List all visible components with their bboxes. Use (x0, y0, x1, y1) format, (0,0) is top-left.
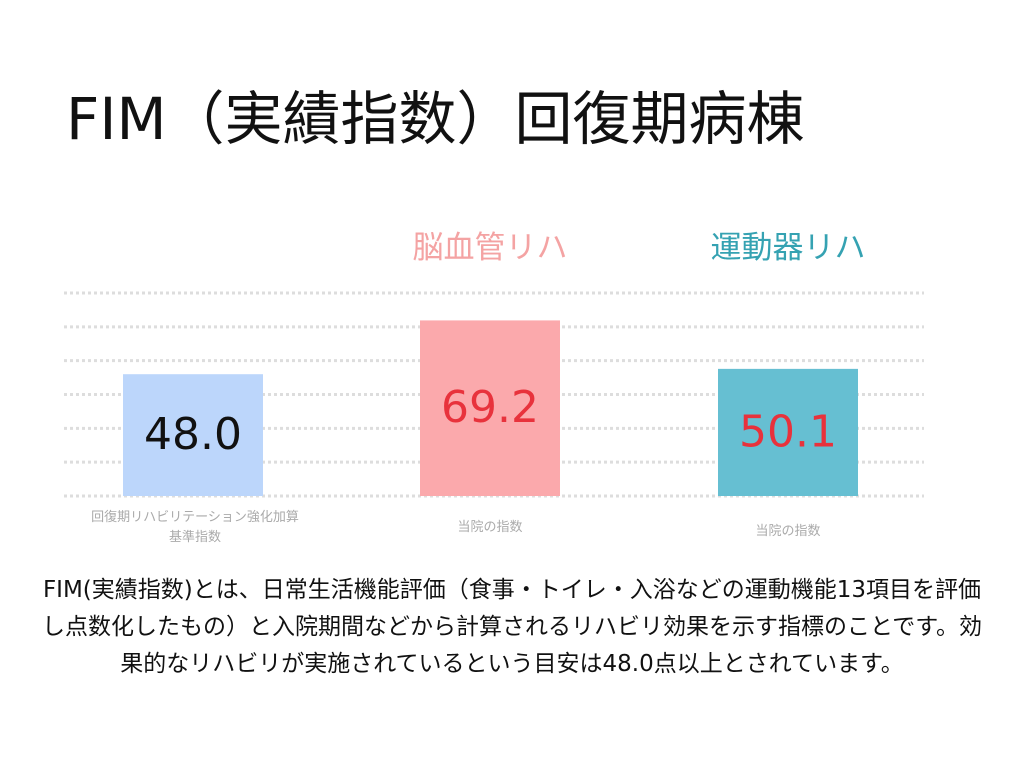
category-label-hospital-1: 当院の指数 (457, 520, 523, 535)
bar-value-label-2: 50.1 (739, 406, 837, 457)
series-label-cerebrovascular: 脳血管リハ (412, 230, 568, 266)
bar-value-label-1: 69.2 (441, 382, 539, 433)
category-label-hospital-2: 当院の指数 (755, 524, 821, 539)
description-text: FIM(実績指数)とは、日常生活機能評価（食事・トイレ・入浴などの運動機能13項… (41, 577, 982, 677)
bar-value-label-0: 48.0 (144, 409, 242, 460)
page-title: FIM（実績指数）回復期病棟 (66, 85, 805, 153)
category-label-standard: 回復期リハビリテーション強化加算 基準指数 (91, 510, 299, 545)
bar-1 (420, 320, 560, 496)
series-label-musculoskeletal: 運動器リハ (710, 230, 866, 266)
bar-0 (123, 374, 263, 496)
bar-2 (718, 368, 858, 496)
